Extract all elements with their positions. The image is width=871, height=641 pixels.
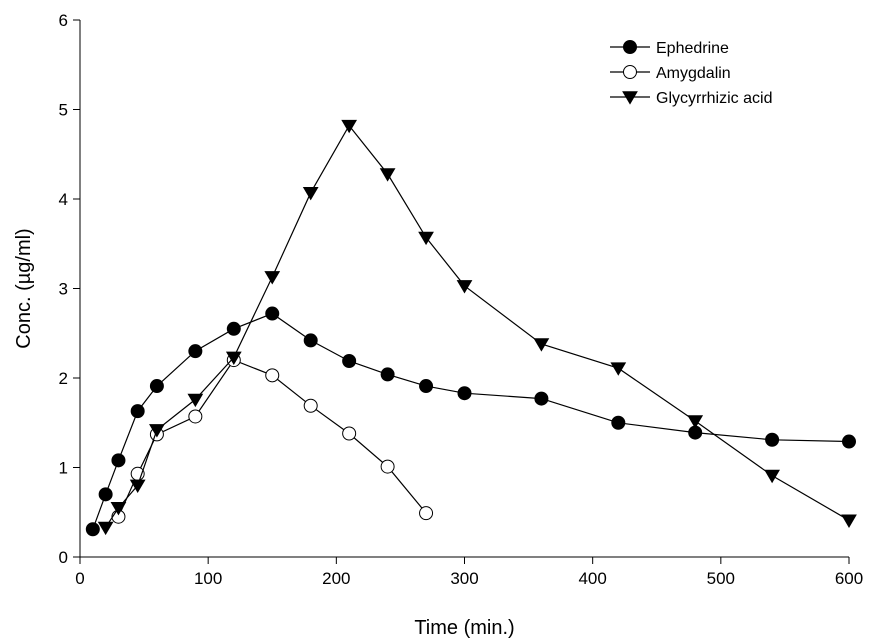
data-point-ephedrine xyxy=(226,321,241,336)
data-point-ephedrine xyxy=(380,367,395,382)
y-tick-label: 0 xyxy=(59,548,68,567)
data-point-glycyrrhizic-acid xyxy=(97,521,114,536)
data-point-ephedrine xyxy=(149,379,164,394)
y-tick-label: 4 xyxy=(59,190,68,209)
data-point-glycyrrhizic-acid xyxy=(110,502,127,516)
legend-label: Ephedrine xyxy=(656,40,729,57)
x-tick-label: 400 xyxy=(578,569,606,588)
data-point-amygdalin xyxy=(419,506,434,521)
series-line-glycyrrhizic-acid xyxy=(105,124,850,528)
data-point-ephedrine xyxy=(534,391,549,406)
data-point-glycyrrhizic-acid xyxy=(379,168,396,182)
legend-label: Amygdalin xyxy=(656,65,731,82)
legend-marker xyxy=(623,65,637,79)
data-point-glycyrrhizic-acid xyxy=(302,186,319,201)
data-point-glycyrrhizic-acid xyxy=(418,231,434,246)
data-point-ephedrine xyxy=(457,386,472,401)
data-point-ephedrine xyxy=(765,432,780,447)
legend-label: Glycyrrhizic acid xyxy=(656,90,772,107)
axis-ticks: 0 100 200 300 400 500 600 0 1 2 3 4 5 6 xyxy=(59,11,864,588)
legend-item-ephedrine: Ephedrine xyxy=(610,40,729,57)
series-line-amygdalin xyxy=(117,359,427,517)
x-tick-label: 600 xyxy=(835,569,863,588)
legend-marker xyxy=(622,91,638,105)
data-series xyxy=(85,119,857,537)
data-point-amygdalin xyxy=(303,398,318,413)
data-point-glycyrrhizic-acid xyxy=(264,271,281,285)
data-point-ephedrine xyxy=(265,306,280,321)
x-tick-label: 500 xyxy=(707,569,735,588)
data-point-glycyrrhizic-acid xyxy=(149,424,165,438)
legend: Ephedrine Amygdalin Glycyrrhizic acid xyxy=(610,40,772,107)
data-point-glycyrrhizic-acid xyxy=(456,280,473,294)
y-tick-label: 3 xyxy=(59,280,68,299)
data-point-glycyrrhizic-acid xyxy=(764,469,780,484)
data-point-ephedrine xyxy=(342,353,357,368)
x-axis-title: Time (min.) xyxy=(414,617,514,639)
legend-item-amygdalin: Amygdalin xyxy=(610,65,731,82)
x-tick-label: 0 xyxy=(75,569,84,588)
y-axis-title: Conc. (µg/ml) xyxy=(13,228,35,348)
x-tick-label: 300 xyxy=(450,569,478,588)
data-point-amygdalin xyxy=(188,409,203,424)
data-point-glycyrrhizic-acid xyxy=(610,362,627,376)
data-point-glycyrrhizic-acid xyxy=(129,479,146,494)
data-point-glycyrrhizic-acid xyxy=(341,119,358,134)
data-point-glycyrrhizic-acid xyxy=(225,351,242,366)
data-point-amygdalin xyxy=(342,426,357,441)
y-tick-label: 5 xyxy=(59,101,68,120)
data-point-glycyrrhizic-acid xyxy=(841,514,857,528)
data-point-glycyrrhizic-acid xyxy=(187,393,204,408)
series-glycyrrhizic-acid xyxy=(97,119,857,536)
data-point-ephedrine xyxy=(611,415,626,430)
y-tick-label: 1 xyxy=(59,459,68,478)
data-point-ephedrine xyxy=(303,333,318,348)
series-line-ephedrine xyxy=(92,312,850,530)
legend-item-glycyrrhizic-acid: Glycyrrhizic acid xyxy=(610,90,772,107)
x-tick-label: 100 xyxy=(194,569,222,588)
data-point-amygdalin xyxy=(265,368,280,383)
series-ephedrine xyxy=(85,306,856,537)
y-tick-label: 2 xyxy=(59,369,68,388)
data-point-glycyrrhizic-acid xyxy=(687,415,704,429)
data-point-ephedrine xyxy=(188,344,203,359)
legend-marker xyxy=(623,40,637,54)
data-point-ephedrine xyxy=(419,379,434,394)
data-point-ephedrine xyxy=(111,453,126,468)
data-point-glycyrrhizic-acid xyxy=(533,338,550,352)
data-point-ephedrine xyxy=(98,487,113,502)
data-point-ephedrine xyxy=(130,404,145,419)
data-point-ephedrine xyxy=(85,522,100,537)
y-tick-label: 6 xyxy=(59,11,68,30)
data-point-ephedrine xyxy=(842,434,856,449)
data-point-amygdalin xyxy=(380,459,395,474)
x-tick-label: 200 xyxy=(322,569,350,588)
